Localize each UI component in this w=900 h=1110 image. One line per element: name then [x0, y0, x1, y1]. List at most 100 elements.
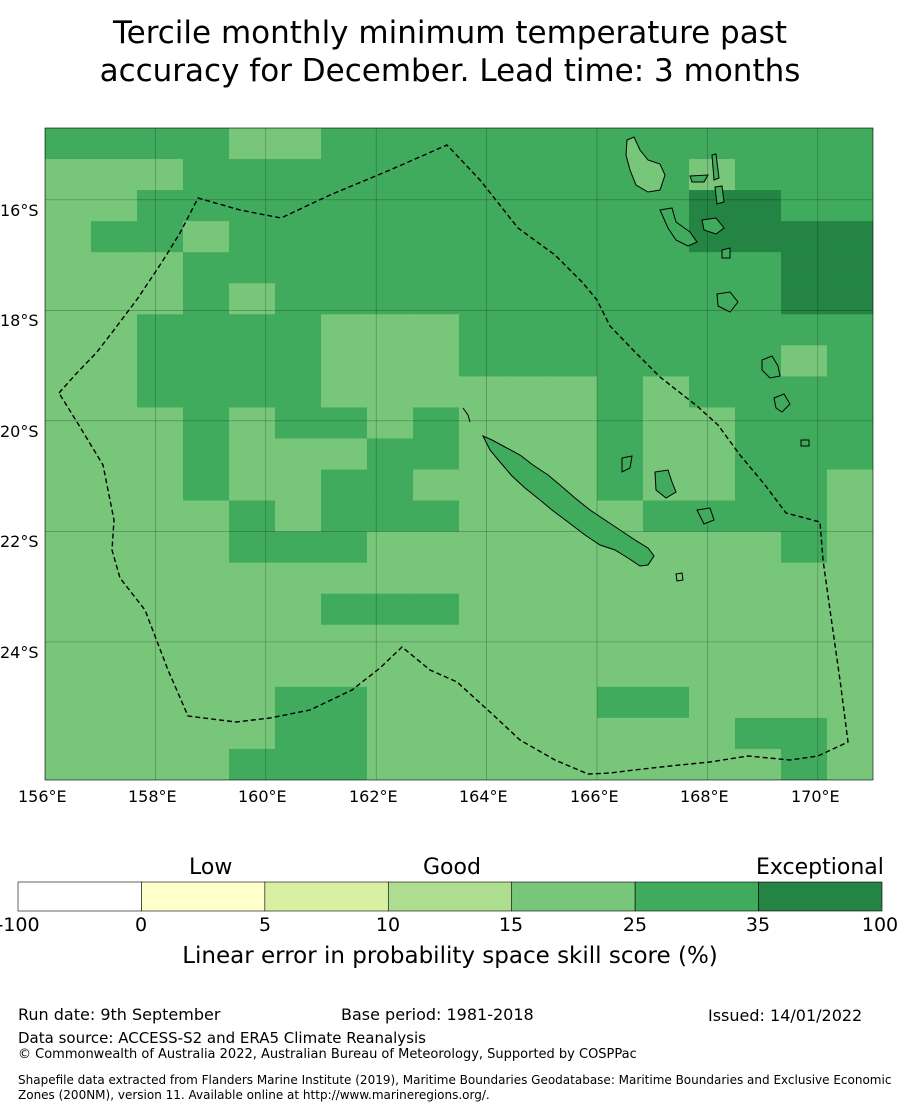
loyalty-island-3 [696, 507, 715, 525]
skill-cell [643, 345, 690, 377]
skill-cell [643, 500, 690, 533]
copyright: © Commonwealth of Australia 2022, Austra… [18, 1047, 637, 1062]
map-gridlines [45, 128, 873, 780]
skill-cell [459, 624, 506, 657]
skill-cell [137, 221, 184, 253]
skill-cell [781, 717, 828, 750]
skill-cell [827, 221, 873, 253]
colorbar-swatch [264, 881, 389, 912]
efate [701, 217, 725, 235]
skill-cell [689, 469, 736, 502]
skill-cell [91, 748, 138, 780]
cbar-category-low: Low [189, 855, 233, 880]
skill-cell [413, 407, 460, 440]
skill-cell [367, 748, 414, 780]
skill-cell [505, 686, 552, 719]
skill-cell [505, 376, 552, 409]
skill-cell [597, 345, 644, 377]
skill-cell [183, 252, 230, 284]
skill-cell [229, 469, 276, 502]
skill-cell [643, 438, 690, 471]
skill-cell [321, 500, 368, 533]
skill-cell [137, 531, 184, 564]
skill-cell [229, 252, 276, 284]
skill-cell [459, 252, 506, 284]
lat-label-18s: 18°S [0, 311, 39, 330]
skill-cell [91, 407, 138, 440]
skill-cell [367, 190, 414, 222]
skill-cell [367, 345, 414, 377]
skill-cell [183, 314, 230, 346]
skill-cell [827, 159, 873, 191]
skill-cell [137, 252, 184, 284]
skill-cell [505, 345, 552, 377]
skill-cell [321, 407, 368, 440]
skill-cell [321, 438, 368, 471]
skill-cell [91, 376, 138, 409]
skill-cell [459, 159, 506, 191]
skill-cell [413, 190, 460, 222]
issued-date: Issued: 14/01/2022 [708, 1006, 863, 1025]
cbar-category-exceptional: Exceptional [756, 855, 884, 880]
shapefile-credit-line2: Zones (200NM), version 11. Available onl… [18, 1088, 490, 1102]
skill-cell [827, 717, 873, 750]
skill-cell [551, 407, 598, 440]
skill-cell [137, 190, 184, 222]
base-period: Base period: 1981-2018 [341, 1005, 534, 1024]
skill-cell [321, 252, 368, 284]
lon-label-168e: 168°E [680, 787, 729, 806]
skill-cell [367, 500, 414, 533]
skill-cell [91, 469, 138, 502]
skill-cell [597, 593, 644, 626]
skill-cell [597, 624, 644, 657]
skill-cell [275, 221, 322, 253]
skill-cell [505, 717, 552, 750]
cbar-tick-0: 0 [134, 914, 148, 936]
skill-cell [781, 314, 828, 346]
skill-cell [321, 128, 368, 160]
skill-cell [735, 686, 782, 719]
skill-cell [827, 376, 873, 409]
skill-cell [367, 686, 414, 719]
skill-cell [827, 686, 873, 719]
skill-cell [551, 748, 598, 780]
maewo [711, 153, 720, 181]
skill-cell [689, 655, 736, 688]
skill-cell [597, 438, 644, 471]
lon-label-162e: 162°E [349, 787, 398, 806]
skill-cell [183, 159, 230, 191]
cbar-tick-15: 15 [498, 914, 524, 936]
skill-cell [321, 159, 368, 191]
skill-cell [45, 128, 92, 160]
skill-cell [459, 283, 506, 315]
skill-cell [413, 717, 460, 750]
skill-cell [735, 252, 782, 284]
skill-cell [367, 593, 414, 626]
skill-cell [183, 593, 230, 626]
skill-cell [827, 345, 873, 377]
skill-cell [321, 283, 368, 315]
skill-cell [827, 469, 873, 502]
skill-cell [689, 717, 736, 750]
skill-cell [505, 252, 552, 284]
skill-cell [505, 562, 552, 595]
skill-cell [781, 562, 828, 595]
skill-cell [781, 283, 828, 315]
skill-cell [91, 221, 138, 253]
skill-cell [689, 345, 736, 377]
skill-cell [597, 407, 644, 440]
skill-cell [275, 314, 322, 346]
skill-cell [229, 376, 276, 409]
lon-label-166e: 166°E [570, 787, 619, 806]
skill-cell [183, 562, 230, 595]
skill-cell [551, 252, 598, 284]
skill-cell [45, 500, 92, 533]
skill-cell [597, 221, 644, 253]
skill-cell [275, 469, 322, 502]
skill-cell [735, 190, 782, 222]
new-caledonia-coast [481, 434, 655, 567]
skill-cell [827, 748, 873, 780]
skill-cell [321, 314, 368, 346]
skill-cell [45, 717, 92, 750]
skill-cell [229, 190, 276, 222]
